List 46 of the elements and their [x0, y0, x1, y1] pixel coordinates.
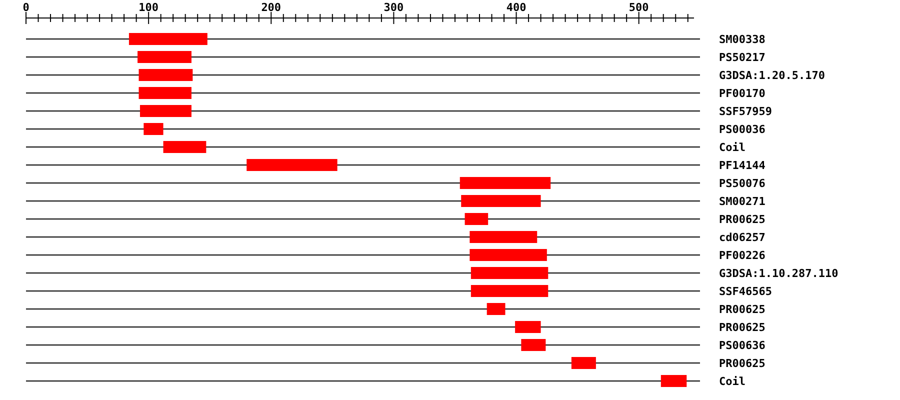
bar — [246, 159, 338, 171]
x-tick-label: 100 — [138, 1, 159, 14]
bar — [660, 375, 687, 387]
y-tick-label: PR00625 — [719, 356, 766, 370]
y-tick-label: G3DSA:1.10.287.110 — [719, 266, 838, 280]
x-tick-label: 500 — [628, 1, 649, 14]
y-tick-label: SSF57959 — [719, 104, 772, 118]
bar — [571, 357, 596, 369]
bar — [128, 33, 208, 45]
y-tick-label: SM00271 — [719, 194, 766, 208]
y-tick-label: SM00338 — [719, 32, 766, 46]
y-tick-label: PR00625 — [719, 302, 766, 316]
bar — [515, 321, 541, 333]
x-tick-label: 300 — [384, 1, 404, 14]
y-tick-label: PF14144 — [719, 158, 766, 172]
bar — [163, 141, 206, 153]
x-tick-label: 400 — [506, 1, 526, 14]
y-tick-label: PS00036 — [719, 122, 766, 136]
bar — [464, 213, 488, 225]
y-tick-label: PS50217 — [719, 50, 766, 64]
y-tick-label: PR00625 — [719, 212, 766, 226]
bar — [140, 105, 192, 117]
y-tick-label: PR00625 — [719, 320, 766, 334]
y-tick-label: PS00636 — [719, 338, 766, 352]
bar — [470, 231, 538, 243]
bar — [486, 303, 506, 315]
bar — [460, 177, 551, 189]
y-tick-label: Coil — [719, 140, 746, 154]
x-tick-label: 0 — [22, 1, 30, 14]
x-tick-label: 200 — [261, 1, 282, 14]
y-tick-label: G3DSA:1.20.5.170 — [719, 68, 825, 82]
bar — [138, 69, 193, 81]
bar — [144, 123, 164, 135]
y-tick-label: PS50076 — [719, 176, 766, 190]
bar — [138, 87, 192, 99]
bar — [470, 267, 548, 279]
bar — [521, 339, 546, 351]
y-tick-label: cd06257 — [719, 230, 766, 244]
bar — [470, 285, 548, 297]
y-tick-label: Coil — [719, 374, 746, 388]
y-tick-label: SSF46565 — [719, 284, 772, 298]
bar — [461, 195, 541, 207]
bar — [138, 51, 192, 63]
y-tick-label: PF00226 — [719, 248, 766, 262]
y-tick-label: PF00170 — [719, 86, 766, 100]
bar — [470, 249, 547, 261]
